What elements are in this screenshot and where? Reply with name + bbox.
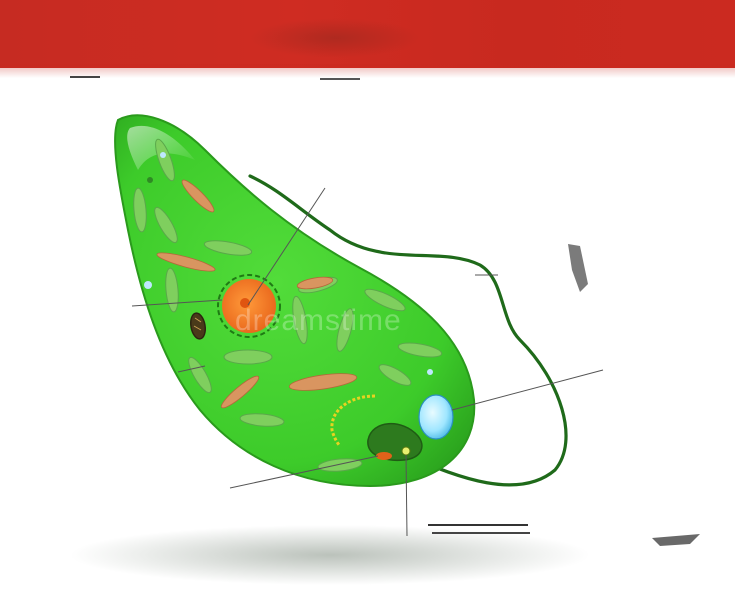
- chloroplast: [292, 295, 308, 345]
- leader-line: [177, 365, 206, 373]
- photoreceptor-granules: [330, 394, 376, 448]
- mitochondrion-cristae: [193, 317, 202, 331]
- chloroplast: [203, 240, 253, 256]
- label-remnant: [428, 524, 528, 526]
- chloroplast: [378, 364, 412, 386]
- contractile-vacuole: [418, 394, 454, 440]
- chloroplast: [188, 356, 212, 394]
- chloroplast: [154, 206, 178, 244]
- label-remnants: [70, 76, 700, 546]
- label-remnant: [320, 78, 360, 80]
- paramylon-body: [296, 276, 334, 290]
- paramylon-body: [156, 252, 216, 272]
- eyespot: [376, 452, 392, 460]
- chloroplast: [165, 267, 179, 313]
- nucleus-envelope: [217, 274, 281, 338]
- paramylon-body: [288, 373, 358, 391]
- leader-line: [405, 454, 408, 537]
- leader-line: [451, 369, 604, 411]
- watermark: dreamstime: [235, 304, 402, 337]
- flagellum: [248, 174, 568, 487]
- granule: [144, 281, 152, 289]
- nucleolus: [240, 298, 250, 308]
- top-banner: [0, 0, 735, 68]
- leader-lines: [131, 187, 604, 537]
- chloroplast: [397, 342, 443, 358]
- leader-line: [247, 187, 326, 306]
- granule: [147, 177, 153, 183]
- chloroplast: [364, 288, 406, 312]
- chloroplast: [155, 138, 175, 182]
- granule: [160, 152, 166, 158]
- banner-smudge: [250, 18, 420, 58]
- paramylon-body: [220, 375, 260, 409]
- mitochondrion: [189, 312, 207, 340]
- cell-shadow: [70, 525, 590, 585]
- label-remnant: [432, 532, 530, 534]
- leader-line: [131, 299, 223, 307]
- granule: [427, 369, 433, 375]
- label-remnant: [70, 76, 100, 78]
- basal-body: [401, 446, 411, 456]
- label-smudge: [568, 244, 588, 292]
- chloroplast: [336, 308, 354, 352]
- paramylon-body: [181, 179, 215, 213]
- paramylon-bodies: [156, 179, 358, 409]
- chloroplast: [239, 413, 285, 427]
- leader-line: [229, 455, 379, 489]
- chloroplast: [133, 187, 147, 233]
- banner-fade: [0, 64, 735, 78]
- chloroplast: [223, 349, 273, 365]
- granules: [144, 152, 433, 375]
- label-smudge: [652, 534, 700, 546]
